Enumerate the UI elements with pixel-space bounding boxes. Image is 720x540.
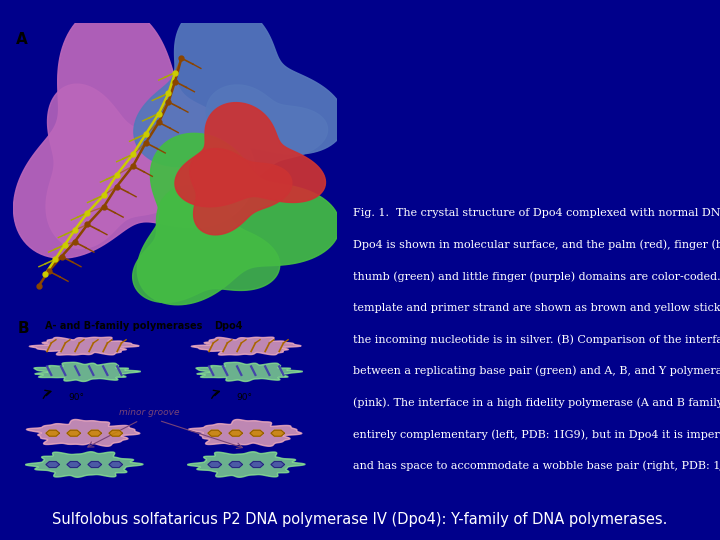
- Text: A- and B-family polymerases: A- and B-family polymerases: [45, 321, 203, 332]
- Polygon shape: [196, 362, 302, 381]
- Polygon shape: [30, 337, 139, 355]
- Polygon shape: [229, 462, 243, 468]
- Polygon shape: [27, 420, 140, 446]
- Polygon shape: [175, 103, 325, 207]
- Polygon shape: [229, 430, 243, 436]
- Polygon shape: [46, 430, 60, 436]
- Text: 90°: 90°: [68, 394, 84, 402]
- Text: between a replicating base pair (green) and A, B, and Y polymerases: between a replicating base pair (green) …: [353, 366, 720, 376]
- Polygon shape: [271, 430, 284, 436]
- Text: entirely complementary (left, PDB: 1IG9), but in Dpo4 it is imperfect: entirely complementary (left, PDB: 1IG9)…: [353, 429, 720, 440]
- Text: the incoming nucleotide is in silver. (B) Comparison of the interface: the incoming nucleotide is in silver. (B…: [353, 334, 720, 345]
- Polygon shape: [109, 462, 122, 468]
- Polygon shape: [34, 362, 140, 381]
- Polygon shape: [46, 84, 185, 248]
- Polygon shape: [138, 133, 340, 305]
- Polygon shape: [88, 462, 102, 468]
- Polygon shape: [190, 148, 292, 235]
- Polygon shape: [208, 462, 222, 468]
- Polygon shape: [67, 462, 81, 468]
- Text: thumb (green) and little finger (purple) domains are color-coded. The: thumb (green) and little finger (purple)…: [353, 271, 720, 282]
- Text: Fig. 1.  The crystal structure of Dpo4 complexed with normal DNA. (A): Fig. 1. The crystal structure of Dpo4 co…: [353, 208, 720, 219]
- Polygon shape: [46, 462, 60, 468]
- Text: A: A: [16, 32, 28, 47]
- Text: B: B: [18, 321, 30, 336]
- Polygon shape: [250, 462, 264, 468]
- Polygon shape: [109, 430, 122, 436]
- Text: (pink). The interface in a high fidelity polymerase (A and B family) is: (pink). The interface in a high fidelity…: [353, 397, 720, 408]
- Polygon shape: [132, 185, 280, 302]
- Polygon shape: [134, 3, 345, 167]
- Polygon shape: [67, 430, 81, 436]
- Polygon shape: [271, 462, 284, 468]
- Text: 90°: 90°: [237, 394, 253, 402]
- Polygon shape: [192, 337, 301, 355]
- Text: and has space to accommodate a wobble base pair (right, PDB: 1JX4).: and has space to accommodate a wobble ba…: [353, 461, 720, 471]
- Text: Dpo4: Dpo4: [214, 321, 243, 332]
- Text: minor groove: minor groove: [119, 408, 179, 417]
- Text: template and primer strand are shown as brown and yellow sticks, and: template and primer strand are shown as …: [353, 302, 720, 313]
- Polygon shape: [205, 85, 328, 186]
- Polygon shape: [250, 430, 264, 436]
- Polygon shape: [25, 452, 143, 477]
- Text: Sulfolobus solfataricus P2 DNA polymerase IV (Dpo4): Y-family of DNA polymerases: Sulfolobus solfataricus P2 DNA polymeras…: [53, 512, 667, 527]
- Polygon shape: [187, 452, 305, 477]
- Polygon shape: [88, 430, 102, 436]
- Polygon shape: [208, 430, 222, 436]
- Polygon shape: [14, 5, 255, 258]
- Text: Dpo4 is shown in molecular surface, and the palm (red), finger (blue),: Dpo4 is shown in molecular surface, and …: [353, 240, 720, 250]
- Polygon shape: [189, 420, 302, 446]
